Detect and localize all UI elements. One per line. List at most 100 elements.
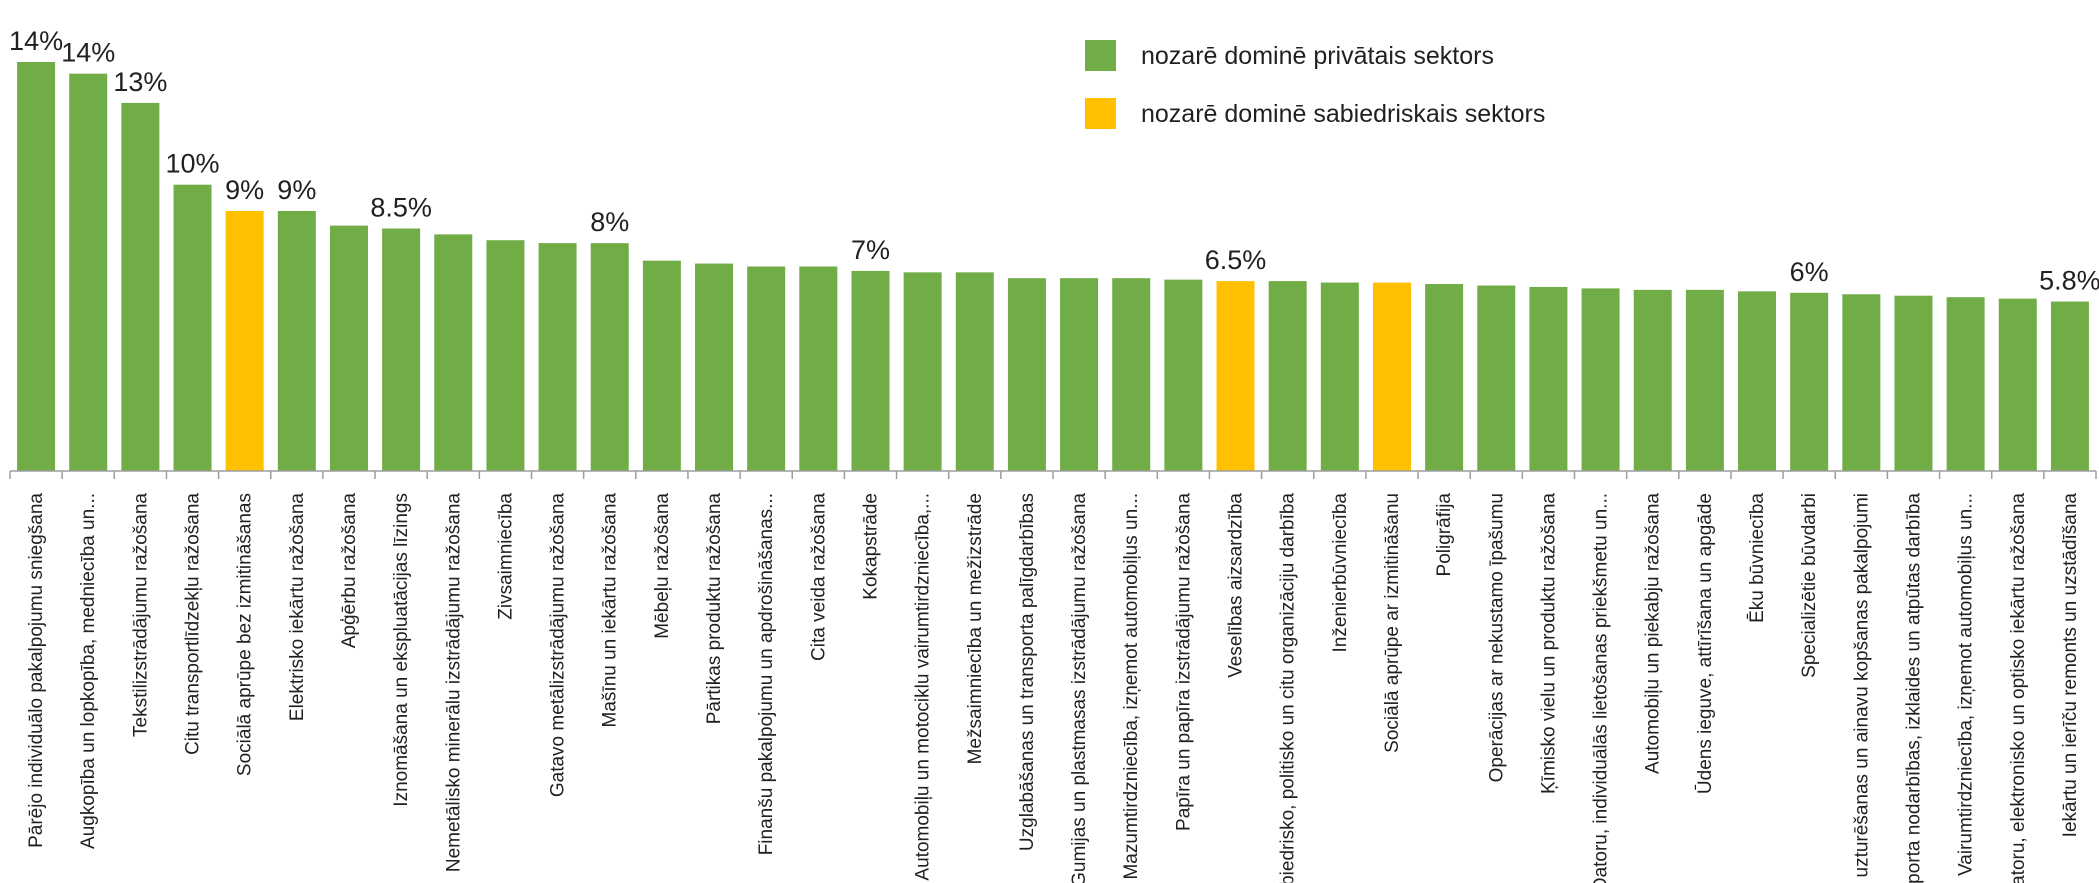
bar — [1372, 282, 1411, 471]
category-label: Papīra un papīra izstrādājumu ražošana — [1173, 493, 1194, 831]
legend-swatch-public — [1085, 98, 1116, 129]
category-label: Iekārtu un ierīču remonts un uzstādīšana — [2060, 493, 2081, 838]
category-label: Elektrisko iekārtu ražošana — [287, 493, 308, 722]
bar — [173, 184, 212, 471]
bar — [851, 270, 890, 471]
category-label: Iznomāšana un ekspluatācijas līzings — [391, 493, 412, 807]
category-label: Specializētie būvdarbi — [1799, 493, 1820, 678]
category-label: Tekstilizstrādājumu ražošana — [130, 493, 151, 737]
bar — [121, 102, 160, 472]
bar — [382, 228, 421, 471]
bars-group — [17, 62, 2089, 472]
bar — [277, 210, 316, 471]
legend-label-private: nozarē dominē privātais sektors — [1141, 42, 1494, 70]
x-axis-ticks — [9, 471, 2097, 479]
category-label: Finanšu pakalpojumu un apdrošināšanas... — [756, 493, 777, 855]
bar — [225, 210, 264, 471]
bar-value-label: 13% — [113, 67, 167, 97]
bar — [799, 266, 838, 471]
category-label: Pārtikas produktu ražošana — [704, 493, 725, 725]
category-label: Citu transportlīdzekļu ražošana — [183, 493, 204, 755]
category-label: Mašīnu un iekārtu ražošana — [600, 493, 621, 728]
category-label: Operācijas ar nekustamo īpašumu — [1486, 493, 1507, 782]
bar — [642, 260, 681, 471]
category-label: Sabiedrisko, politisko un citu organizāc… — [1278, 493, 1299, 883]
category-label: Pārējo individuālo pakalpojumu sniegšana — [26, 493, 47, 848]
bar — [538, 243, 577, 471]
bar-value-label: 5.8% — [2039, 266, 2099, 296]
bar-value-label: 9% — [277, 175, 316, 205]
bar — [695, 263, 734, 471]
bar — [1633, 289, 1672, 471]
legend-swatch-private — [1085, 40, 1116, 71]
category-label: Nemetālisko minerālu izstrādājumu ražoša… — [443, 493, 464, 873]
bar — [1998, 298, 2037, 471]
bar — [69, 73, 108, 471]
bar-value-labels: 14%14%13%10%9% 9%8.5% 8%7% 6.5% 6% 5.8% — [9, 26, 2099, 296]
category-label: Veselības aizsardzība — [1226, 493, 1247, 678]
bar — [590, 243, 629, 471]
category-labels: Pārējo individuālo pakalpojumu sniegšana… — [26, 493, 2081, 883]
category-label: Ūdens ieguve, attīrīšana un apgāde — [1695, 493, 1716, 794]
category-label: Apģērbu ražošana — [339, 493, 360, 649]
category-label: Automobiļu un piekabju ražošana — [1643, 493, 1664, 774]
bar-value-label: 14% — [9, 26, 63, 56]
category-label: Ēku uzturēšanas un ainavu kopšanas pakal… — [1851, 493, 1872, 883]
bar — [955, 272, 994, 471]
category-label: Cita veida ražošana — [808, 493, 829, 661]
category-label: Uzglabāšanas un transporta palīgdarbības — [1017, 493, 1038, 851]
category-label: Mēbeļu ražošana — [652, 493, 673, 639]
category-label: Ķīmisko vielu un produktu ražošana — [1538, 493, 1559, 794]
category-label: Gatavo metālizstrādājumu ražošana — [548, 493, 569, 798]
category-label: Datoru, individuālās lietošanas priekšme… — [1591, 493, 1612, 883]
category-label: Inženierbūvniecība — [1330, 493, 1351, 653]
category-label: Kokapstrāde — [860, 493, 881, 600]
category-label: Sociālā aprūpe ar izmitināšanu — [1382, 493, 1403, 753]
bar — [1790, 292, 1829, 471]
bar-value-label: 8% — [590, 207, 629, 237]
category-label: Zivsaimniecība — [495, 493, 516, 620]
bar — [1842, 294, 1881, 471]
category-label: Sociālā aprūpe bez izmitināšanas — [235, 493, 256, 776]
category-label: Poligrāfija — [1434, 493, 1455, 577]
bar — [903, 272, 942, 471]
category-label: Gumijas un plastmasas izstrādājumu ražoš… — [1069, 493, 1090, 883]
category-label: Augkopība un lopkopība, medniecība un... — [78, 493, 99, 849]
bar — [1007, 278, 1046, 471]
bar — [1477, 285, 1516, 471]
bar — [1894, 295, 1933, 471]
category-label: Sporta nodarbības, izklaides un atpūtas … — [1903, 493, 1924, 883]
category-label: Datoru, elektronisko un optisko iekārtu … — [2008, 493, 2029, 883]
bar-value-label: 14% — [61, 38, 115, 68]
bar — [747, 266, 786, 471]
bar — [1738, 291, 1777, 471]
bar — [329, 225, 368, 471]
legend-label-public: nozarē dominē sabiedriskais sektors — [1141, 100, 1545, 128]
bar — [1060, 278, 1099, 471]
bar — [1216, 281, 1255, 471]
category-label: Mežsaimniecība un mežizstrāde — [965, 493, 986, 764]
bar — [434, 234, 473, 471]
bar-value-label: 8.5% — [370, 193, 432, 223]
bar — [1529, 286, 1568, 471]
bar — [17, 62, 56, 471]
legend: nozarē dominē privātais sektors nozarē do… — [1085, 40, 1545, 129]
category-label: Ēku būvniecība — [1747, 493, 1768, 623]
bar — [1946, 297, 1985, 471]
bar — [1685, 289, 1724, 471]
bar — [1320, 282, 1359, 471]
bar — [1581, 288, 1620, 471]
bar-value-label: 10% — [166, 149, 220, 179]
bar — [1425, 284, 1464, 471]
bar — [2050, 301, 2089, 471]
bar-value-label: 6.5% — [1205, 245, 1267, 275]
category-label: Mazumtirdzniecība, izņemot automobiļus u… — [1121, 493, 1142, 880]
category-label: Automobiļu un motociklu vairumtirdzniecī… — [913, 493, 934, 881]
bar — [1164, 279, 1203, 471]
bar — [1112, 278, 1151, 471]
bar-value-label: 7% — [851, 235, 890, 265]
bar-value-label: 9% — [225, 175, 264, 205]
category-label: Vairumtirdzniecība, izņemot automobiļus … — [1956, 493, 1977, 876]
bar — [1268, 281, 1307, 471]
